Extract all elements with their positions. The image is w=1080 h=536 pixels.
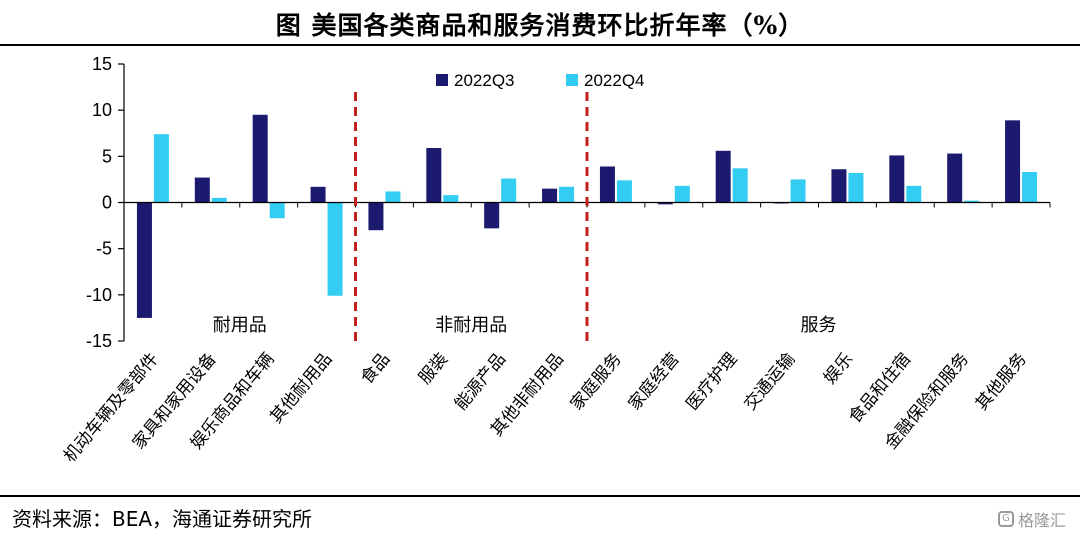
bar-q4-15	[1022, 172, 1038, 203]
y-tick-label: -5	[96, 239, 112, 259]
category-label-9: 家庭经营	[625, 349, 684, 414]
bar-q4-10	[732, 168, 748, 203]
y-tick-label: 15	[92, 54, 112, 74]
legend-label-1: 2022Q4	[584, 71, 645, 90]
bar-q4-5	[443, 195, 459, 203]
bar-q3-0	[136, 202, 152, 318]
category-label-5: 服装	[415, 349, 452, 388]
bar-q4-6	[501, 178, 517, 203]
bar-q4-1	[211, 197, 227, 203]
bar-q3-8	[599, 166, 615, 203]
category-label-4: 食品	[357, 349, 394, 388]
watermark-logo-icon: G	[997, 511, 1014, 527]
bar-q4-11	[790, 179, 806, 203]
bar-q3-6	[484, 202, 500, 229]
watermark-text: 格隆汇	[1017, 511, 1066, 530]
bar-q3-5	[426, 148, 442, 203]
category-label-10: 医疗护理	[682, 349, 741, 414]
category-label-6: 能源产品	[451, 349, 510, 414]
bar-q3-10	[715, 150, 731, 203]
y-tick-label: -10	[86, 285, 112, 305]
legend-swatch-0	[436, 74, 448, 86]
category-label-11: 交通运输	[740, 349, 799, 414]
bar-q3-1	[194, 177, 210, 203]
footer-rule	[0, 495, 1080, 497]
bar-q4-4	[385, 191, 401, 203]
group-label-1: 非耐用品	[435, 315, 507, 336]
bar-q4-9	[674, 185, 690, 203]
category-label-8: 家庭服务	[567, 349, 626, 414]
bar-q3-15	[1005, 120, 1021, 203]
bar-q3-7	[542, 188, 558, 203]
bar-q3-3	[310, 186, 326, 203]
y-tick-label: 10	[92, 100, 112, 120]
bar-q3-12	[831, 169, 847, 203]
bar-q4-13	[906, 185, 922, 203]
bar-q3-14	[947, 153, 963, 203]
watermark: G 格隆汇	[997, 507, 1066, 531]
category-label-15: 其他服务	[972, 349, 1031, 414]
bar-q4-7	[559, 186, 575, 203]
group-label-2: 服务	[801, 315, 837, 336]
bar-q3-13	[889, 155, 905, 203]
category-label-12: 娱乐	[820, 349, 857, 388]
bar-q4-0	[153, 134, 169, 203]
y-tick-label: 5	[102, 146, 112, 166]
title-rule	[0, 44, 1080, 46]
legend-label-0: 2022Q3	[454, 71, 515, 90]
source-note: 资料来源：BEA，海通证券研究所	[12, 507, 313, 531]
chart-title: 图 美国各类商品和服务消费环比折年率（%）	[275, 11, 805, 40]
bar-q4-2	[269, 202, 285, 219]
bar-q4-14	[964, 200, 980, 203]
bar-q3-2	[252, 114, 268, 203]
bar-q4-12	[848, 172, 864, 203]
bar-q4-8	[616, 180, 632, 203]
group-label-0: 耐用品	[213, 315, 267, 336]
title-bar: 图 美国各类商品和服务消费环比折年率（%）	[0, 0, 1080, 44]
y-tick-label: 0	[102, 193, 112, 213]
bar-q3-4	[368, 202, 384, 231]
bar-q4-3	[327, 202, 343, 296]
legend-swatch-1	[566, 74, 578, 86]
y-tick-label: -15	[86, 331, 112, 351]
bar-q3-9	[657, 202, 673, 205]
